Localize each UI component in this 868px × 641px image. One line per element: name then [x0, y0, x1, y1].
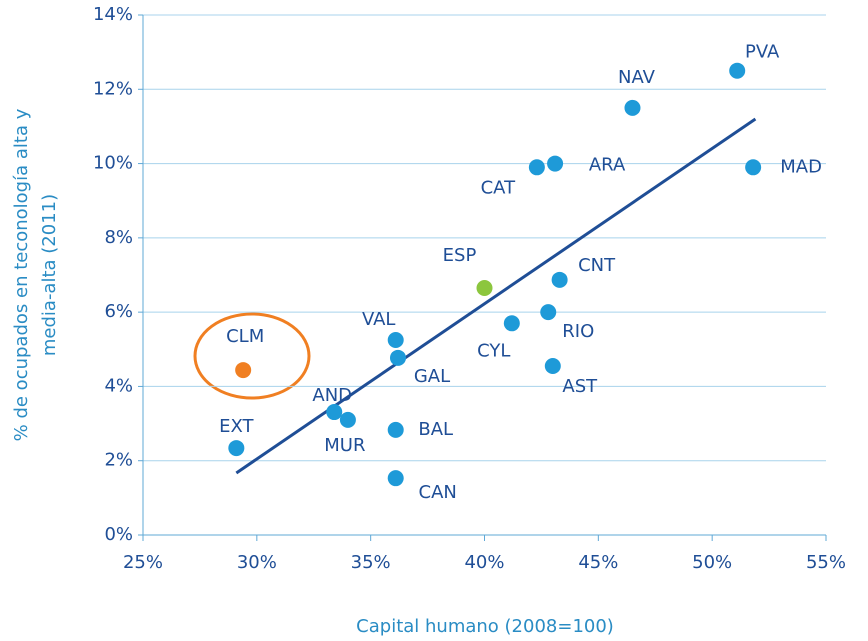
- trend-line: [235, 117, 757, 475]
- point-label: CYL: [477, 340, 510, 361]
- point: [235, 362, 252, 379]
- point: [551, 271, 568, 288]
- point: [387, 470, 404, 487]
- point: [503, 315, 520, 332]
- point-label: PVA: [745, 42, 780, 63]
- x-tick-label: 40%: [464, 552, 504, 573]
- y-tick-label: 0%: [104, 524, 133, 545]
- y-tick-label: 8%: [104, 227, 133, 248]
- point-label: GAL: [414, 366, 450, 387]
- point: [476, 280, 493, 296]
- y-tick-label: 14%: [93, 4, 133, 25]
- point: [339, 411, 356, 428]
- point-label: CAT: [481, 177, 516, 198]
- y-tick-label: 4%: [104, 375, 133, 396]
- point-label: ARA: [589, 155, 626, 176]
- x-tick-label: 35%: [351, 552, 391, 573]
- point-label: MAD: [780, 156, 822, 177]
- x-tick-label: 45%: [578, 552, 618, 573]
- point: [729, 62, 746, 79]
- point: [547, 155, 564, 172]
- point: [228, 440, 245, 457]
- point: [540, 304, 557, 321]
- point-label: RIO: [562, 321, 594, 342]
- point-label: BAL: [418, 419, 453, 440]
- y-tick-label: 2%: [104, 450, 133, 471]
- point: [624, 99, 641, 116]
- y-tick-label: 10%: [93, 153, 133, 174]
- x-tick-label: 25%: [123, 552, 163, 573]
- point-label: AST: [562, 376, 598, 397]
- x-tick-label: 55%: [806, 552, 846, 573]
- y-tick-label: 12%: [93, 78, 133, 99]
- highlight-circle: [193, 312, 311, 400]
- x-axis-title: Capital humano (2008=100): [356, 616, 614, 637]
- point-label: ESP: [443, 245, 477, 266]
- x-tick-label: 30%: [237, 552, 277, 573]
- y-tick-label: 6%: [104, 301, 133, 322]
- point: [544, 358, 561, 374]
- point-label: AND: [312, 385, 352, 406]
- point-label: NAV: [618, 67, 656, 88]
- point-label: VAL: [362, 309, 396, 330]
- point-label: CNT: [578, 255, 616, 276]
- y-axis-title: media-alta (2011): [39, 194, 60, 356]
- point-label: CAN: [419, 482, 457, 503]
- y-axis-title: % de ocupados en teconología alta y: [11, 108, 32, 441]
- point: [528, 159, 545, 176]
- point: [387, 332, 404, 348]
- point-label: MUR: [324, 435, 365, 456]
- point: [387, 421, 404, 438]
- point: [326, 404, 343, 421]
- point: [389, 349, 406, 366]
- point: [745, 159, 762, 176]
- point-label: CLM: [226, 326, 264, 347]
- point-label: EXT: [219, 416, 254, 437]
- x-tick-label: 50%: [692, 552, 732, 573]
